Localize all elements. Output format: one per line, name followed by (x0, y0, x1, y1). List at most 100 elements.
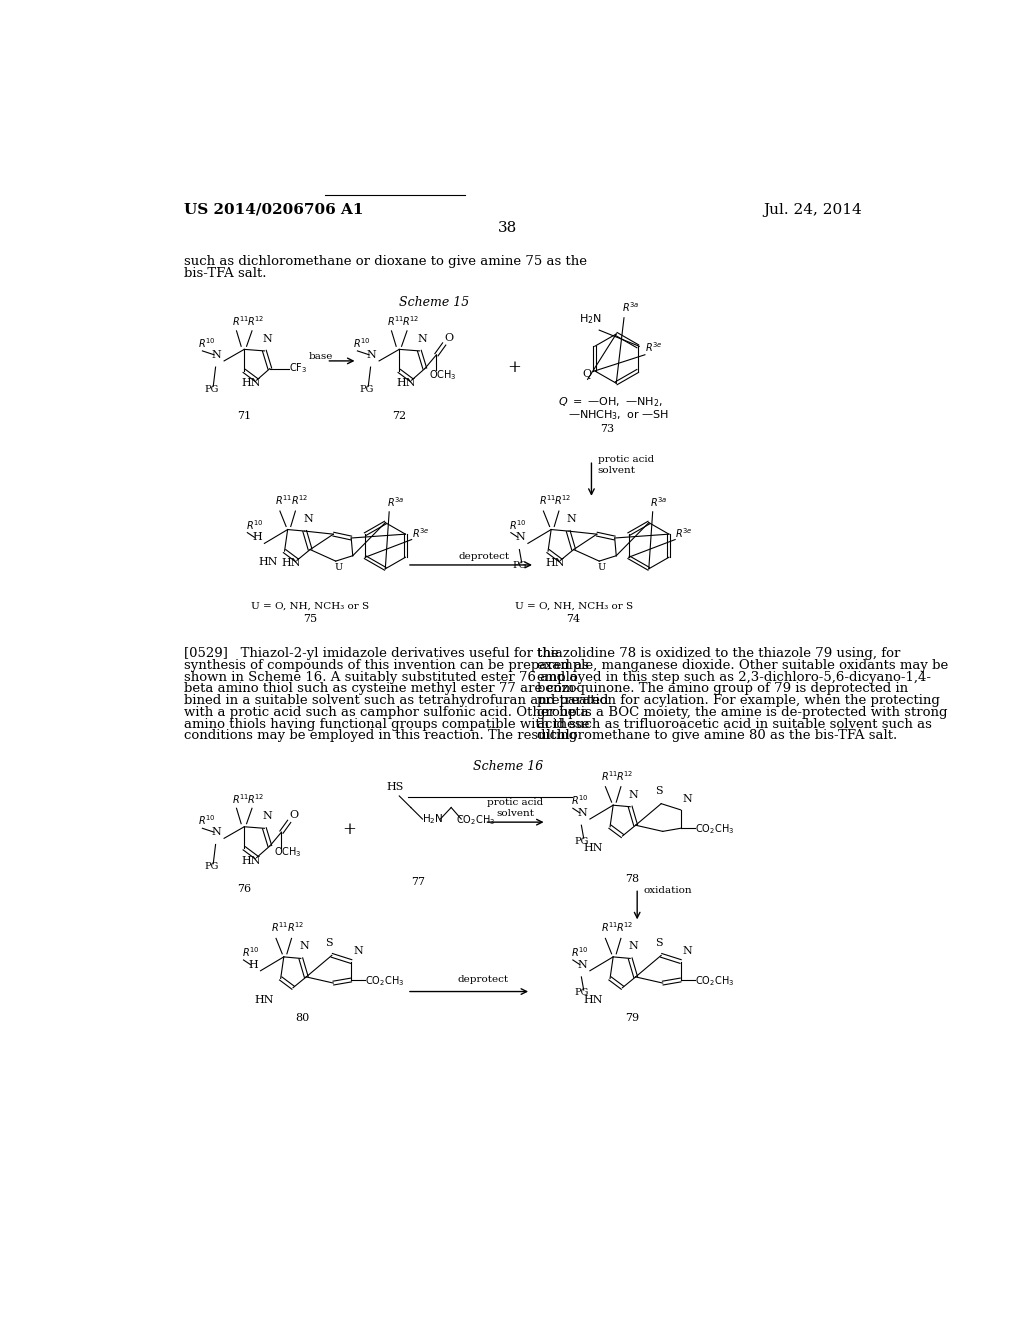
Text: N: N (263, 810, 272, 821)
Text: $\mathrm{CO_2CH_3}$: $\mathrm{CO_2CH_3}$ (456, 813, 495, 826)
Text: S: S (655, 939, 663, 948)
Text: N: N (263, 334, 272, 343)
Text: group is a BOC moiety, the amine is de-protected with strong: group is a BOC moiety, the amine is de-p… (538, 706, 947, 719)
Text: $\mathit{R}^{12}$: $\mathit{R}^{12}$ (554, 494, 571, 507)
Text: 77: 77 (412, 876, 426, 887)
Text: O: O (289, 810, 298, 820)
Text: 80: 80 (295, 1012, 309, 1023)
Text: S: S (655, 787, 663, 796)
Text: HN: HN (396, 379, 416, 388)
Text: $\mathit{R}^{3e}$: $\mathit{R}^{3e}$ (412, 527, 429, 540)
Text: PG: PG (512, 561, 526, 570)
Text: $\mathrm{CF_3}$: $\mathrm{CF_3}$ (289, 362, 307, 375)
Text: $\mathit{R}^{10}$: $\mathit{R}^{10}$ (246, 517, 263, 532)
Text: N: N (683, 946, 692, 956)
Text: dichloromethane to give amine 80 as the bis-TFA salt.: dichloromethane to give amine 80 as the … (538, 729, 897, 742)
Text: $\mathrm{OCH_3}$: $\mathrm{OCH_3}$ (273, 845, 301, 859)
Text: H: H (252, 532, 262, 543)
Text: base: base (308, 351, 333, 360)
Text: 72: 72 (392, 411, 407, 421)
Text: N: N (353, 946, 364, 956)
Text: H: H (248, 960, 258, 970)
Text: $\mathit{R}^{3e}$: $\mathit{R}^{3e}$ (675, 527, 693, 540)
Text: preparation for acylation. For example, when the protecting: preparation for acylation. For example, … (538, 694, 940, 708)
Text: 71: 71 (238, 411, 251, 421)
Text: $\mathit{R}^{10}$: $\mathit{R}^{10}$ (198, 813, 215, 828)
Text: HN: HN (241, 855, 261, 866)
Text: HS: HS (386, 781, 403, 792)
Text: $\mathit{R}^{12}$: $\mathit{R}^{12}$ (287, 920, 304, 935)
Text: $\mathit{R}^{12}$: $\mathit{R}^{12}$ (248, 792, 265, 805)
Text: HN: HN (282, 558, 301, 569)
Text: 73: 73 (600, 424, 614, 434)
Text: 74: 74 (566, 614, 581, 624)
Text: $\mathit{R}^{11}$: $\mathit{R}^{11}$ (271, 920, 289, 935)
Text: employed in this step such as 2,3-dichloro-5,6-dicyano-1,4-: employed in this step such as 2,3-dichlo… (538, 671, 931, 684)
Text: Scheme 15: Scheme 15 (399, 296, 469, 309)
Text: N: N (212, 828, 221, 837)
Text: acid such as trifluoroacetic acid in suitable solvent such as: acid such as trifluoroacetic acid in sui… (538, 718, 932, 730)
Text: 78: 78 (625, 874, 639, 884)
Text: thiazolidine 78 is oxidized to the thiazole 79 using, for: thiazolidine 78 is oxidized to the thiaz… (538, 647, 900, 660)
Text: Scheme 16: Scheme 16 (473, 760, 543, 772)
Text: $\mathrm{CO_2CH_3}$: $\mathrm{CO_2CH_3}$ (366, 974, 404, 987)
Text: S: S (326, 939, 333, 948)
Text: 79: 79 (625, 1012, 639, 1023)
Text: $\mathit{R}^{10}$: $\mathit{R}^{10}$ (509, 517, 527, 532)
Text: 76: 76 (238, 884, 251, 894)
Text: N: N (367, 350, 377, 360)
Text: $\mathit{R}^{10}$: $\mathit{R}^{10}$ (571, 793, 589, 808)
Text: $\mathit{R}^{3e}$: $\mathit{R}^{3e}$ (645, 341, 663, 355)
Text: +: + (507, 359, 521, 376)
Text: deprotect: deprotect (458, 975, 509, 985)
Text: N: N (212, 350, 221, 360)
Text: such as dichloromethane or dioxane to give amine 75 as the: such as dichloromethane or dioxane to gi… (183, 255, 587, 268)
Text: N: N (578, 960, 587, 970)
Text: 38: 38 (498, 220, 517, 235)
Text: PG: PG (574, 989, 589, 998)
Text: $\mathit{R}^{12}$: $\mathit{R}^{12}$ (616, 768, 634, 783)
Text: $\mathit{R}^{11}$: $\mathit{R}^{11}$ (387, 314, 404, 329)
Text: protic acid: protic acid (598, 455, 654, 463)
Text: HN: HN (254, 995, 273, 1005)
Text: N: N (629, 789, 638, 800)
Text: HN: HN (258, 557, 278, 568)
Text: [0529]   Thiazol-2-yl imidazole derivatives useful for the: [0529] Thiazol-2-yl imidazole derivative… (183, 647, 558, 660)
Text: shown in Scheme 16. A suitably substituted ester 76 and a: shown in Scheme 16. A suitably substitut… (183, 671, 578, 684)
Text: O: O (444, 333, 454, 343)
Text: N: N (303, 513, 313, 524)
Text: $\mathrm{OCH_3}$: $\mathrm{OCH_3}$ (429, 368, 457, 381)
Text: solvent: solvent (598, 466, 636, 475)
Text: $\mathit{R}^{11}$: $\mathit{R}^{11}$ (539, 494, 556, 507)
Text: protic acid: protic acid (487, 799, 544, 808)
Text: bis-TFA salt.: bis-TFA salt. (183, 267, 266, 280)
Text: $\mathbf{—}\mathrm{NHCH_3,\ or\ }\mathbf{—}\mathrm{SH}$: $\mathbf{—}\mathrm{NHCH_3,\ or\ }\mathbf… (568, 408, 669, 421)
Text: PG: PG (204, 384, 218, 393)
Text: U = O, NH, NCH₃ or S: U = O, NH, NCH₃ or S (515, 602, 633, 611)
Text: $\mathit{R}^{11}$: $\mathit{R}^{11}$ (231, 792, 250, 805)
Text: $\mathit{R}^{11}$: $\mathit{R}^{11}$ (601, 920, 618, 935)
Text: U = O, NH, NCH₃ or S: U = O, NH, NCH₃ or S (251, 602, 370, 611)
Text: $\mathit{R}^{3a}$: $\mathit{R}^{3a}$ (650, 495, 668, 510)
Text: $\mathrm{H_2N}$: $\mathrm{H_2N}$ (423, 812, 444, 826)
Text: oxidation: oxidation (643, 886, 692, 895)
Text: HN: HN (545, 558, 564, 569)
Text: N: N (418, 334, 428, 343)
Text: +: + (342, 821, 355, 838)
Text: $\mathit{R}^{3a}$: $\mathit{R}^{3a}$ (387, 495, 404, 510)
Text: N: N (683, 795, 692, 804)
Text: $\mathit{R}^{10}$: $\mathit{R}^{10}$ (352, 337, 371, 350)
Text: HN: HN (584, 843, 603, 854)
Text: PG: PG (574, 837, 589, 846)
Text: US 2014/0206706 A1: US 2014/0206706 A1 (183, 203, 364, 216)
Text: deprotect: deprotect (459, 552, 510, 561)
Text: bined in a suitable solvent such as tetrahydrofuran and treated: bined in a suitable solvent such as tetr… (183, 694, 608, 708)
Text: $\mathit{R}^{3a}$: $\mathit{R}^{3a}$ (623, 301, 640, 314)
Text: benzoquinone. The amino group of 79 is deprotected in: benzoquinone. The amino group of 79 is d… (538, 682, 908, 696)
Text: $\mathit{R}^{10}$: $\mathit{R}^{10}$ (242, 945, 260, 958)
Text: with a protic acid such as camphor sulfonic acid. Other beta: with a protic acid such as camphor sulfo… (183, 706, 589, 719)
Text: U: U (598, 564, 606, 573)
Text: $\mathit{R}^{12}$: $\mathit{R}^{12}$ (248, 314, 265, 329)
Text: PG: PG (204, 862, 218, 871)
Text: $\mathit{R}^{12}$: $\mathit{R}^{12}$ (291, 494, 308, 507)
